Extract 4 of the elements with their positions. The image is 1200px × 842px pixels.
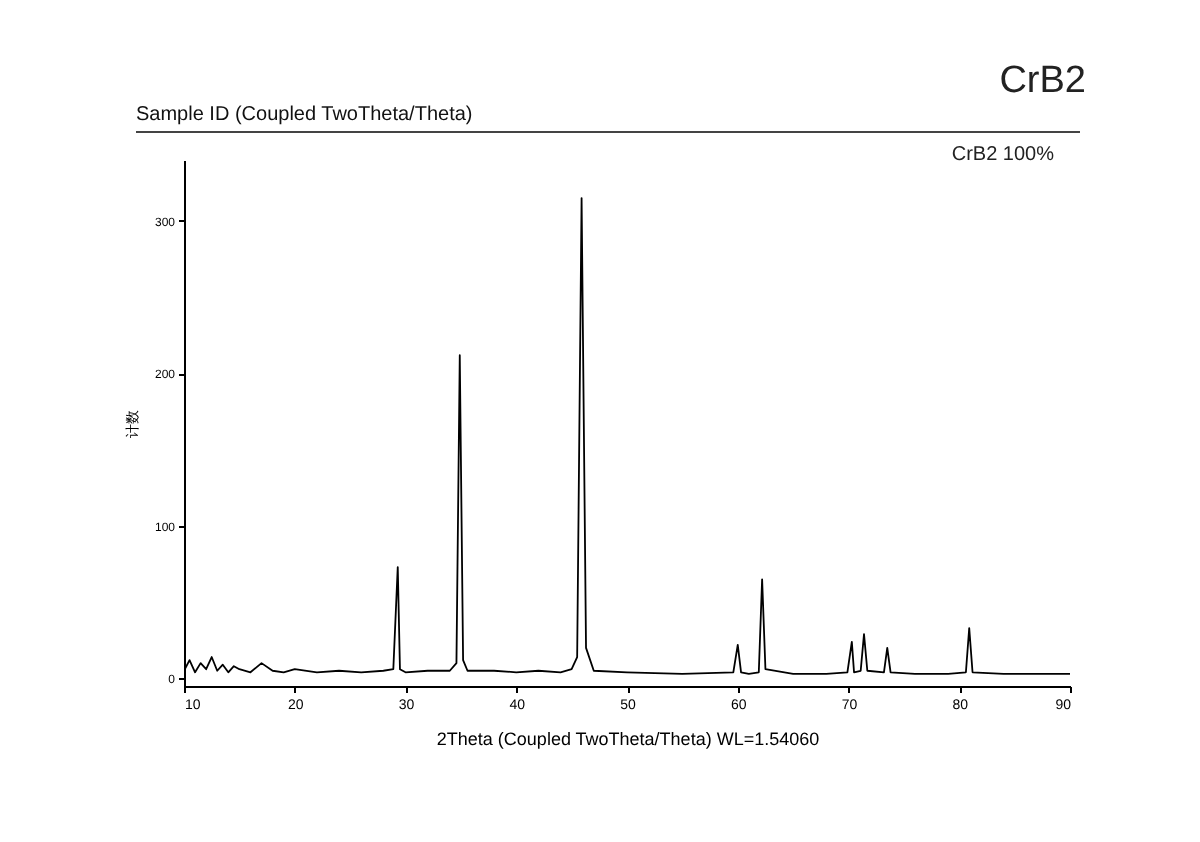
- annotation: CrB2 100%: [951, 144, 1055, 166]
- chart-subtitle: Sample ID (Coupled TwoTheta/Theta): [136, 104, 473, 126]
- x-axis-title: 2Theta (Coupled TwoTheta/Theta) WL=1.54060: [436, 729, 820, 749]
- chart-title: CrB2: [999, 60, 1086, 102]
